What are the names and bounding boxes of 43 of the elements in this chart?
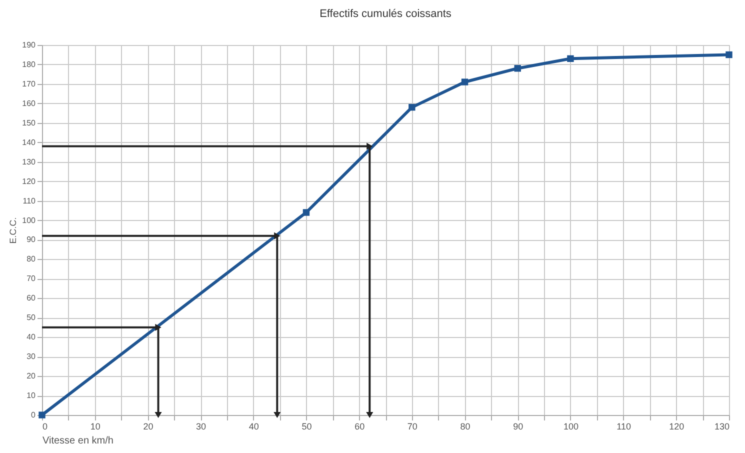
y-tick-label: 80 <box>26 254 36 264</box>
x-tick-label: 80 <box>460 422 470 432</box>
y-tick-label: 140 <box>22 138 36 147</box>
y-tick-label: 70 <box>26 274 36 284</box>
x-tick-label: 70 <box>407 422 418 432</box>
x-tick-label: 130 <box>714 422 730 432</box>
x-tick-label: 10 <box>90 422 100 432</box>
x-axis-title: Vitesse en km/h <box>42 436 114 446</box>
y-tick-label: 160 <box>22 98 36 108</box>
x-tick-label: 100 <box>563 422 578 432</box>
y-tick-label: 40 <box>26 332 36 342</box>
x-tick-label: 20 <box>143 422 154 432</box>
y-tick-label: 100 <box>22 216 36 225</box>
y-tick-label: 90 <box>26 235 36 244</box>
y-tick-label: 120 <box>22 176 36 186</box>
x-tick-label: 0 <box>42 422 48 432</box>
y-axis-title: E.C.C. <box>8 217 18 244</box>
y-tick-label: 30 <box>26 352 36 362</box>
point <box>461 78 468 86</box>
x-tick-label: 30 <box>196 422 206 432</box>
x-tick-label: 60 <box>354 422 365 432</box>
y-tick-label: 60 <box>26 294 36 303</box>
y-tick-label: 190 <box>22 40 36 50</box>
point <box>726 51 732 58</box>
y-tick-label: 20 <box>26 372 36 381</box>
y-tick-label: 0 <box>31 410 36 420</box>
y-tick-label: 130 <box>22 157 36 166</box>
chart-title: Effectifs cumulés coissants <box>320 8 452 20</box>
point <box>514 65 521 72</box>
x-tick-label: 50 <box>302 422 312 432</box>
x-tick-label: 90 <box>513 422 524 432</box>
point <box>567 55 574 62</box>
x-tick-label: 120 <box>669 422 684 432</box>
y-tick-label: 110 <box>22 196 36 206</box>
point <box>408 104 416 111</box>
point <box>302 209 310 216</box>
y-tick-label: 180 <box>22 60 36 69</box>
y-tick-label: 170 <box>22 79 36 88</box>
y-tick-label: 10 <box>26 391 36 400</box>
x-tick-label: 40 <box>248 422 259 432</box>
y-tick-label: 50 <box>26 313 36 322</box>
y-tick-label: 150 <box>22 118 36 128</box>
x-tick-label: 110 <box>616 422 631 432</box>
